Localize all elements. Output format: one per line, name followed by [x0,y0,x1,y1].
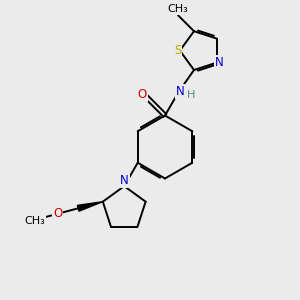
Text: S: S [174,44,182,57]
Text: O: O [53,207,62,220]
Text: N: N [214,56,223,69]
Text: CH₃: CH₃ [24,216,45,226]
Text: CH₃: CH₃ [168,4,188,14]
Text: N: N [120,174,129,187]
Text: H: H [187,90,195,100]
Text: O: O [138,88,147,101]
Text: N: N [176,85,184,98]
Polygon shape [77,202,103,211]
